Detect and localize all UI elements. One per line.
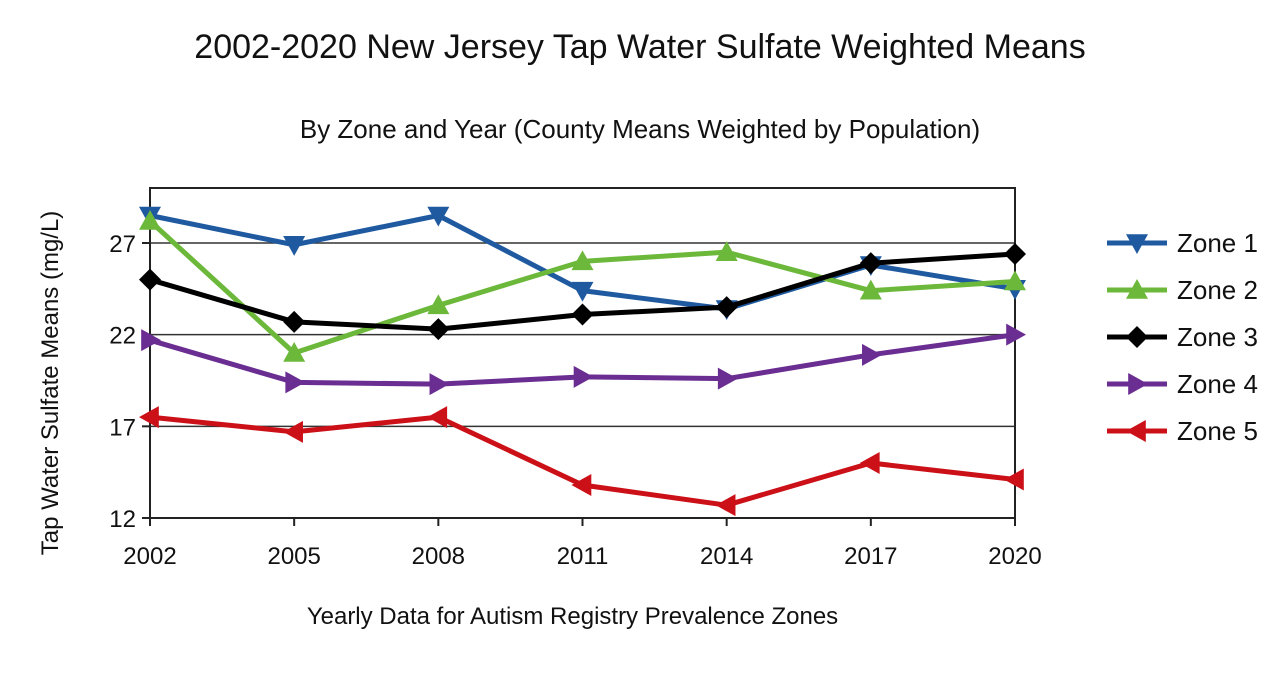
data-point	[141, 329, 161, 352]
data-point	[571, 303, 594, 326]
x-tick-label: 2005	[267, 543, 320, 570]
series-5	[139, 406, 1024, 517]
y-axis-ticks: 12 17 22 27	[109, 231, 150, 533]
x-tick-label: 2017	[844, 543, 897, 570]
data-point	[285, 371, 306, 394]
data-point	[283, 310, 306, 333]
data-point	[283, 342, 306, 362]
legend-item: Zone 1	[1107, 228, 1258, 258]
data-point	[571, 474, 592, 496]
legend: Zone 1 Zone 2 Zone 3 Zone 4 Zone 5	[1107, 228, 1258, 446]
legend-label: Zone 1	[1177, 228, 1258, 258]
data-point	[715, 296, 738, 319]
data-point	[715, 494, 736, 517]
data-point	[429, 373, 450, 396]
data-point	[1004, 243, 1026, 265]
y-tick-label: 17	[109, 414, 136, 441]
chart-title: 2002-2020 New Jersey Tap Water Sulfate W…	[194, 28, 1086, 66]
data-point	[139, 210, 161, 230]
data-point	[571, 281, 594, 302]
data-point	[427, 406, 448, 429]
data-point	[862, 343, 882, 366]
legend-marker	[1126, 420, 1146, 442]
legend-item: Zone 2	[1107, 275, 1258, 305]
series-4	[141, 323, 1026, 396]
legend-marker	[1126, 234, 1148, 254]
data-point	[573, 365, 594, 388]
legend-item: Zone 3	[1107, 322, 1258, 352]
y-tick-label: 12	[109, 506, 136, 533]
data-point	[283, 236, 306, 256]
legend-item: Zone 5	[1107, 416, 1258, 446]
chart-subtitle: By Zone and Year (County Means Weighted …	[299, 114, 981, 144]
series-3	[139, 243, 1026, 341]
data-point	[139, 268, 161, 291]
legend-label: Zone 4	[1177, 369, 1258, 399]
data-point	[1004, 270, 1026, 291]
legend-marker	[1126, 326, 1148, 348]
data-point	[1004, 468, 1024, 491]
legend-item: Zone 4	[1107, 369, 1258, 399]
data-point	[859, 252, 882, 275]
series-group	[139, 206, 1026, 517]
legend-marker	[1126, 279, 1148, 299]
data-point	[427, 206, 450, 227]
y-tick-label: 27	[109, 231, 136, 258]
data-point	[571, 250, 594, 271]
data-point	[715, 241, 738, 261]
legend-marker	[1128, 373, 1148, 395]
legend-label: Zone 2	[1177, 275, 1258, 305]
series-2	[139, 210, 1026, 362]
data-point	[427, 318, 450, 341]
data-point	[859, 452, 880, 474]
x-tick-label: 2011	[557, 543, 609, 570]
x-axis-label: Yearly Data for Autism Registry Prevalen…	[307, 603, 838, 630]
x-axis-ticks: 2002 2005 2008 2011 2014 2017 2020	[123, 518, 1042, 570]
x-tick-label: 2020	[988, 543, 1041, 570]
y-tick-label: 22	[109, 323, 136, 350]
data-point	[139, 406, 159, 429]
y-axis-label: Tap Water Sulfate Means (mg/L)	[37, 211, 64, 556]
data-point	[1006, 323, 1026, 346]
data-point	[283, 420, 303, 443]
x-tick-label: 2014	[700, 543, 753, 570]
data-point	[717, 367, 738, 390]
legend-label: Zone 3	[1177, 322, 1258, 352]
legend-label: Zone 5	[1177, 416, 1258, 446]
data-point	[427, 294, 450, 315]
x-tick-label: 2002	[123, 543, 176, 570]
x-tick-label: 2008	[412, 543, 465, 570]
series-line	[149, 414, 1016, 508]
data-point	[859, 279, 882, 300]
